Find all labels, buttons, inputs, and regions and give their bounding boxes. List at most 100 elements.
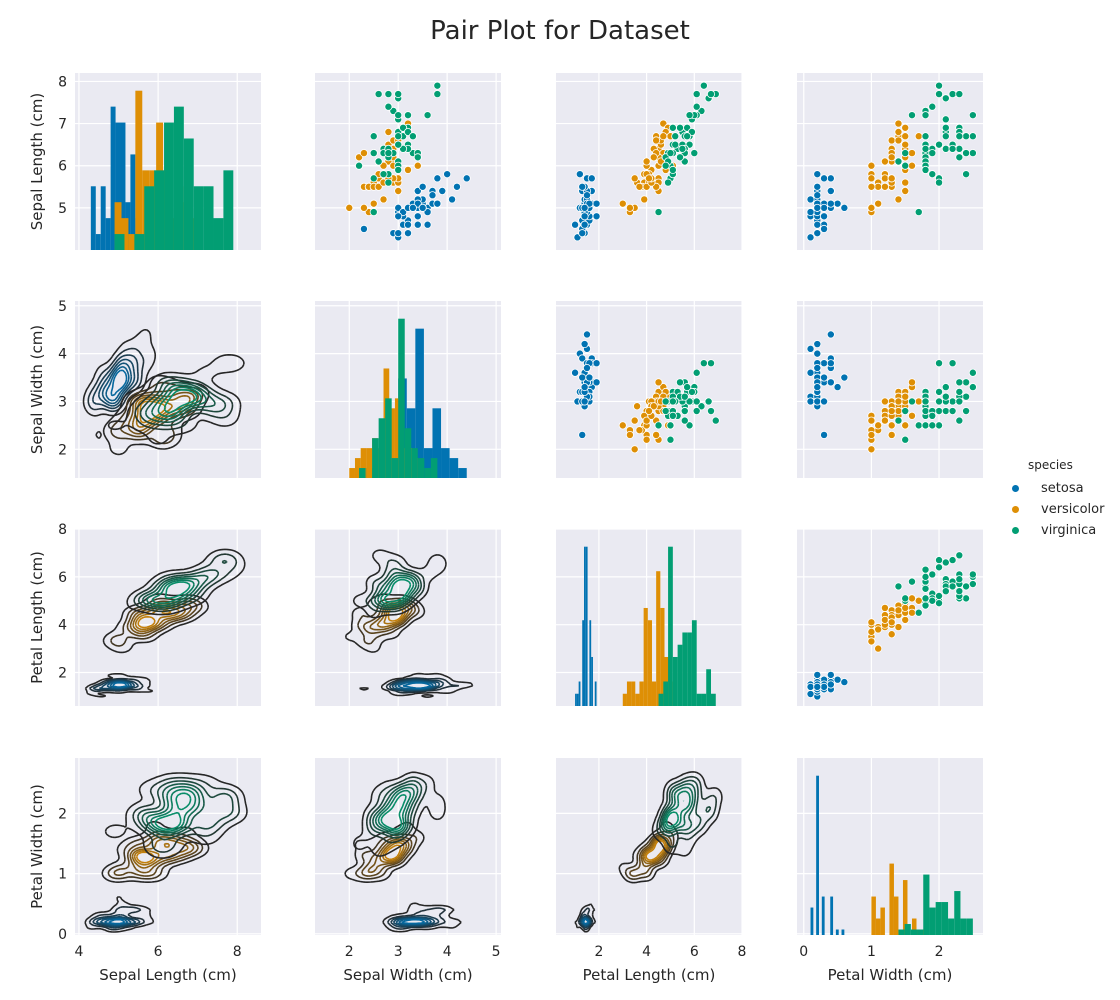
scatter-point-setosa <box>580 212 589 221</box>
histogram-bar-virginica <box>960 918 967 935</box>
scatter-point-virginica <box>962 392 971 401</box>
scatter-point-virginica <box>355 161 364 170</box>
scatter-point-versicolor <box>384 127 393 136</box>
scatter-point-versicolor <box>642 416 651 425</box>
kde-contour-virginica <box>660 783 696 834</box>
scatter-point-virginica <box>921 165 930 174</box>
kde-contour-virginica <box>104 772 248 859</box>
scatter-point-setosa <box>813 363 822 372</box>
histogram-bar-versicolor <box>389 408 395 478</box>
plot-area <box>84 548 246 698</box>
chart-title: Pair Plot for Dataset <box>430 16 690 46</box>
scatter-point-versicolor <box>914 397 923 406</box>
scatter-point-virginica <box>894 582 903 591</box>
histogram-bar-setosa <box>578 681 581 706</box>
scatter-point-setosa <box>592 199 601 208</box>
scatter-point-versicolor <box>867 416 876 425</box>
x-axis-label: Petal Width (cm) <box>828 966 953 984</box>
scatter-point-virginica <box>935 397 944 406</box>
scatter-point-virginica <box>384 90 393 99</box>
kde-contour-versicolor <box>102 374 210 456</box>
x-tick-label: 8 <box>233 944 242 960</box>
scatter-point-setosa <box>583 363 592 372</box>
scatter-point-virginica <box>707 359 716 368</box>
y-axis-label: Sepal Length (cm) <box>28 93 46 230</box>
histogram-bar-virginica <box>203 186 214 250</box>
histogram-bar-setosa <box>415 328 424 478</box>
legend-marker-setosa <box>1012 485 1019 492</box>
kde-contour-virginica <box>154 792 192 831</box>
y-tick-label: 2 <box>58 442 67 458</box>
scatter-point-virginica <box>697 402 706 411</box>
histogram-bar-setosa <box>105 218 111 250</box>
histogram-bar-versicolor <box>656 571 661 706</box>
scatter-point-setosa <box>826 670 835 679</box>
subplot-r2-c1 <box>315 528 501 706</box>
scatter-point-setosa <box>813 670 822 679</box>
histogram-bar-versicolor <box>660 607 665 706</box>
subplot-r2-c2 <box>556 528 743 706</box>
histogram-bar-versicolor <box>626 681 632 706</box>
kde-contour-setosa <box>98 358 136 407</box>
scatter-point-virginica <box>413 153 422 162</box>
kde-contour-virginica <box>383 578 412 603</box>
scatter-point-virginica <box>941 144 950 153</box>
scatter-point-setosa <box>840 373 849 382</box>
scatter-point-versicolor <box>642 435 651 444</box>
scatter-point-setosa <box>820 359 829 368</box>
scatter-point-versicolor <box>907 149 916 158</box>
histogram-bar-setosa <box>835 929 839 935</box>
kde-contour-virginica <box>353 771 446 857</box>
scatter-point-virginica <box>935 421 944 430</box>
scatter-point-setosa <box>813 220 822 229</box>
scatter-point-virginica <box>683 383 692 392</box>
scatter-point-virginica <box>433 90 442 99</box>
scatter-point-virginica <box>680 407 689 416</box>
histogram-bar-virginica <box>404 428 412 478</box>
scatter-point-setosa <box>578 182 587 191</box>
scatter-point-virginica <box>369 132 378 141</box>
scatter-point-versicolor <box>894 397 903 406</box>
scatter-point-virginica <box>664 178 673 187</box>
kde-contour-virginica <box>137 559 228 610</box>
scatter-point-virginica <box>955 397 964 406</box>
subplot-r3-c2: 2 4 6 8 Petal Length (cm) <box>556 758 746 984</box>
scatter-point-virginica <box>955 551 964 560</box>
kde-contour-setosa <box>84 673 154 698</box>
scatter-point-setosa <box>813 191 822 200</box>
scatter-point-versicolor <box>901 615 910 624</box>
scatter-point-setosa <box>833 199 842 208</box>
scatter-point-virginica <box>921 397 930 406</box>
scatter-point-versicolor <box>901 421 910 430</box>
scatter-point-setosa <box>359 224 368 233</box>
histogram-bar-virginica <box>417 458 425 478</box>
scatter-point-virginica <box>374 90 383 99</box>
scatter-point-virginica <box>433 81 442 90</box>
scatter-point-setosa <box>452 182 461 191</box>
scatter-point-virginica <box>699 359 708 368</box>
scatter-point-virginica <box>661 161 670 170</box>
histogram-bar-virginica <box>711 693 716 706</box>
y-tick-label: 2 <box>58 806 67 822</box>
scatter-point-virginica <box>379 170 388 179</box>
plot-area <box>345 549 474 698</box>
scatter-point-setosa <box>592 359 601 368</box>
scatter-point-versicolor <box>880 603 889 612</box>
histogram-bar-virginica <box>677 644 683 706</box>
x-tick-label: 0 <box>799 944 808 960</box>
subplot-r2-c3 <box>797 528 983 706</box>
scatter-point-virginica <box>654 208 663 217</box>
plot-area <box>571 81 720 242</box>
x-tick-label: 4 <box>74 944 83 960</box>
scatter-point-versicolor <box>867 182 876 191</box>
kde-contour-setosa <box>574 903 597 933</box>
scatter-point-virginica <box>921 584 930 593</box>
scatter-point-virginica <box>962 582 971 591</box>
scatter-point-versicolor <box>914 596 923 605</box>
scatter-point-virginica <box>948 359 957 368</box>
histogram-bar-setosa <box>90 186 96 250</box>
scatter-point-setosa <box>443 170 452 179</box>
plot-area <box>810 775 973 935</box>
scatter-point-versicolor <box>887 630 896 639</box>
